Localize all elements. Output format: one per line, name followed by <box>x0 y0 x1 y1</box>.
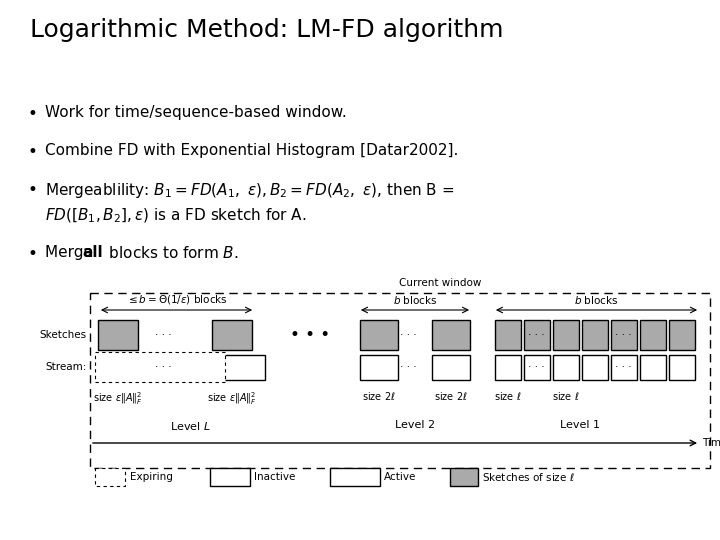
Text: Work for time/sequence-based window.: Work for time/sequence-based window. <box>45 105 347 120</box>
Text: Current window: Current window <box>399 278 481 288</box>
Text: $b$ blocks: $b$ blocks <box>575 294 618 306</box>
Bar <box>669 320 695 350</box>
Text: • • •: • • • <box>290 326 330 344</box>
Text: $b$ blocks: $b$ blocks <box>393 294 437 306</box>
Text: blocks to form $B$.: blocks to form $B$. <box>104 245 238 261</box>
Text: Level $L$: Level $L$ <box>170 420 210 432</box>
Bar <box>553 355 579 380</box>
Bar <box>582 320 608 350</box>
Text: size $2\ell$: size $2\ell$ <box>434 390 468 402</box>
Bar <box>495 320 521 350</box>
Text: Active: Active <box>384 472 416 482</box>
Bar <box>450 468 478 486</box>
Text: Merge: Merge <box>45 245 98 260</box>
Text: Time: Time <box>702 438 720 448</box>
Text: · · ·: · · · <box>155 362 171 373</box>
Bar <box>582 355 608 380</box>
Text: · · ·: · · · <box>615 362 631 373</box>
Bar <box>98 320 138 350</box>
Text: Logarithmic Method: LM-FD algorithm: Logarithmic Method: LM-FD algorithm <box>30 18 503 42</box>
Text: $FD([B_1, B_2], \varepsilon)$ is a FD sketch for A.: $FD([B_1, B_2], \varepsilon)$ is a FD sk… <box>45 207 307 225</box>
Text: size $\ell$: size $\ell$ <box>494 390 522 402</box>
Bar <box>640 355 666 380</box>
Text: · · ·: · · · <box>400 362 416 373</box>
Text: Mergeablility: $B_1 = FD(A_1,\ \varepsilon), B_2 = FD(A_2,\ \varepsilon)$, then : Mergeablility: $B_1 = FD(A_1,\ \varepsil… <box>45 181 454 200</box>
Bar <box>524 355 550 380</box>
Text: Inactive: Inactive <box>254 472 295 482</box>
Text: · · ·: · · · <box>528 330 544 340</box>
Text: size $\varepsilon\|A\|_F^2$: size $\varepsilon\|A\|_F^2$ <box>207 390 257 407</box>
Text: size $\ell$: size $\ell$ <box>552 390 580 402</box>
Bar <box>640 320 666 350</box>
Text: Level 1: Level 1 <box>560 420 600 430</box>
Text: Stream:: Stream: <box>45 362 87 373</box>
Text: Level 2: Level 2 <box>395 420 435 430</box>
Text: · · ·: · · · <box>155 330 171 340</box>
Text: · · ·: · · · <box>528 362 544 373</box>
Bar <box>360 355 398 380</box>
Text: Sketches: Sketches <box>40 330 87 340</box>
Bar <box>95 352 225 382</box>
Text: •: • <box>28 143 38 161</box>
Text: Expiring: Expiring <box>130 472 173 482</box>
Bar <box>524 320 550 350</box>
Text: · · ·: · · · <box>400 330 416 340</box>
Text: size $2\ell$: size $2\ell$ <box>362 390 396 402</box>
Bar <box>432 355 470 380</box>
Text: $\leq b = \Theta(1/\varepsilon)$ blocks: $\leq b = \Theta(1/\varepsilon)$ blocks <box>125 293 228 306</box>
Bar <box>360 320 398 350</box>
Bar <box>210 468 250 486</box>
Bar <box>432 320 470 350</box>
Bar <box>195 355 265 380</box>
Text: •: • <box>28 245 38 263</box>
Bar <box>90 293 710 468</box>
Text: size $\varepsilon\|A\|_F^2$: size $\varepsilon\|A\|_F^2$ <box>93 390 143 407</box>
Text: Combine FD with Exponential Histogram [Datar2002].: Combine FD with Exponential Histogram [D… <box>45 143 459 158</box>
Bar <box>495 355 521 380</box>
Text: •: • <box>28 105 38 123</box>
Bar <box>212 320 252 350</box>
Text: •: • <box>28 181 38 199</box>
Bar <box>553 320 579 350</box>
Bar <box>669 355 695 380</box>
Bar <box>95 468 125 486</box>
Text: all: all <box>82 245 103 260</box>
Text: Sketches of size $\ell$: Sketches of size $\ell$ <box>482 471 575 483</box>
Bar <box>611 320 637 350</box>
Bar <box>611 355 637 380</box>
Text: · · ·: · · · <box>615 330 631 340</box>
Bar <box>330 468 380 486</box>
